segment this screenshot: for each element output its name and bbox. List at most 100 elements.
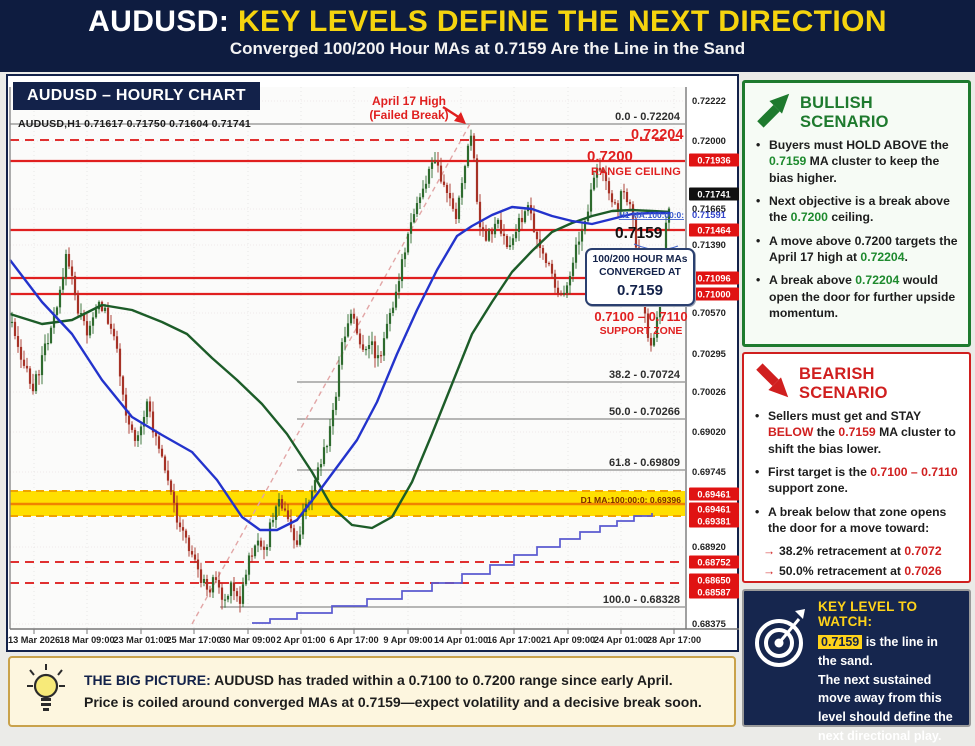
ma-convergence-callout: 100/200 HOUR MAs CONVERGED AT 0.7159 [585, 248, 695, 306]
h1-ma-label: H1 MA:100:00:0: [619, 210, 684, 220]
chart-title-badge: AUDUSD – HOURLY CHART [13, 82, 260, 110]
callout-value: 0.7159 [617, 281, 663, 299]
ma-value-label: 0.71591 [692, 209, 726, 220]
bearish-scenario-box: BEARISH SCENARIO Sellers must get and ST… [742, 352, 971, 583]
support-zone-label: SUPPORT ZONE [599, 325, 683, 337]
svg-text:9 Apr 09:00: 9 Apr 09:00 [383, 635, 432, 645]
svg-text:0.68752: 0.68752 [697, 558, 730, 568]
svg-text:25 Mar 17:00: 25 Mar 17:00 [166, 635, 221, 645]
svg-text:0.70295: 0.70295 [692, 348, 726, 359]
key-level-content: KEY LEVEL TO WATCH: 0.7159 is the line i… [818, 599, 960, 743]
svg-text:0.70570: 0.70570 [692, 307, 726, 318]
support-zone-annotation: 0.7100 – 0.7110 SUPPORT ZONE [590, 309, 692, 337]
page-title: AUDUSD: KEY LEVELS DEFINE THE NEXT DIREC… [0, 5, 975, 38]
svg-text:0.71390: 0.71390 [692, 239, 726, 250]
big-picture-bar: THE BIG PICTURE: AUDUSD has traded withi… [8, 656, 736, 727]
key-level-line1: 0.7159 is the line in the sand. [818, 633, 960, 671]
key-level-title: KEY LEVEL TO WATCH: [818, 599, 918, 629]
key-level-value: 0.7159 [818, 635, 863, 649]
d1-ma-label: D1 MA:100:00:0: 0.69396 [581, 495, 682, 505]
page-subtitle: Converged 100/200 Hour MAs at 0.7159 Are… [229, 39, 746, 58]
callout-line1: 100/200 HOUR MAs [592, 254, 688, 265]
svg-text:0.71665: 0.71665 [692, 203, 726, 214]
big-picture-label: THE BIG PICTURE: [84, 671, 211, 688]
svg-text:0.69461: 0.69461 [697, 505, 730, 515]
scenario-bullet: A break below that zone opens the door f… [753, 504, 960, 537]
svg-text:0.68650: 0.68650 [697, 576, 730, 586]
support-zone-levels: 0.7100 – 0.7110 [594, 309, 688, 324]
svg-text:0.71741: 0.71741 [697, 190, 730, 200]
svg-text:0.71936: 0.71936 [697, 156, 730, 166]
chart-panel: D1 MA:100:00:0: 0.69396 0.0 - 0.72204 38.2… [6, 74, 739, 652]
key-level-lines [10, 139, 685, 584]
svg-text:0.69381: 0.69381 [697, 517, 730, 527]
bullish-arrow-icon [754, 92, 792, 133]
big-picture-text: THE BIG PICTURE: AUDUSD has traded withi… [84, 670, 702, 713]
svg-text:0.71464: 0.71464 [697, 226, 731, 236]
big-picture-line2: Price is coiled around converged MAs at … [84, 693, 702, 710]
svg-text:0.69461: 0.69461 [697, 490, 730, 500]
d1-ma-staircase [252, 513, 653, 624]
scenario-bullet: Next objective is a break above the 0.72… [754, 193, 959, 226]
svg-text:23 Mar 01:00: 23 Mar 01:00 [113, 635, 168, 645]
ohlc-quote: AUDUSD,H1 0.71617 0.71750 0.71604 0.7174… [18, 118, 251, 130]
key-level-line2: The next sustained move away from this l… [818, 672, 953, 743]
level-label-7200: 0.7200 [587, 148, 633, 165]
svg-text:0.71096: 0.71096 [697, 274, 730, 284]
scenario-bullet: A move above 0.7200 targets the April 17… [754, 233, 959, 266]
big-picture-line1: AUDUSD has traded within a 0.7100 to 0.7… [214, 671, 673, 688]
svg-text:0.69020: 0.69020 [692, 426, 726, 437]
header-banner: AUDUSD: KEY LEVELS DEFINE THE NEXT DIREC… [0, 0, 975, 72]
range-ceiling-label: RANGE CEILING [591, 166, 681, 178]
april17-annotation: April 17 High (Failed Break) [324, 94, 494, 123]
level-label-7159: 0.7159 [615, 225, 663, 242]
svg-text:2 Apr 01:00: 2 Apr 01:00 [276, 635, 325, 645]
svg-text:0.72000: 0.72000 [692, 135, 726, 146]
bullish-title: BULLISH SCENARIO [800, 93, 889, 131]
svg-text:21 Apr 09:00: 21 Apr 09:00 [541, 635, 595, 645]
title-main: KEY LEVELS DEFINE THE NEXT DIRECTION [229, 5, 887, 38]
scenario-bullet: Buyers must HOLD ABOVE the 0.7159 MA clu… [754, 137, 959, 186]
fib-retracement-lines: 0.0 - 0.72204 38.2 - 0.70724 50.0 - 0.7026… [10, 111, 685, 608]
svg-text:100.0 - 0.68328: 100.0 - 0.68328 [603, 594, 680, 606]
svg-text:61.8 - 0.69809: 61.8 - 0.69809 [609, 457, 680, 469]
candlesticks [10, 129, 671, 613]
key-level-line1-rest: is the line in the sand. [818, 635, 938, 668]
april17-line1: April 17 High [371, 94, 446, 108]
bullish-scenario-box: BULLISH SCENARIO Buyers must HOLD ABOVE … [742, 80, 971, 347]
svg-text:16 Apr 17:00: 16 Apr 17:00 [487, 635, 541, 645]
svg-text:50.0 - 0.70266: 50.0 - 0.70266 [609, 406, 680, 418]
svg-text:0.68375: 0.68375 [692, 618, 726, 629]
scenario-sub-bullet: → 50.0% retracement at 0.7026 [763, 563, 942, 578]
title-symbol: AUDUSD: [88, 5, 230, 38]
bullish-header: BULLISH SCENARIO [754, 92, 959, 133]
price-chart: D1 MA:100:00:0: 0.69396 0.0 - 0.72204 38.2… [8, 76, 741, 654]
bullish-bullet-list: Buyers must HOLD ABOVE the 0.7159 MA clu… [754, 137, 959, 321]
scenario-bullet: A break above 0.72204 would open the doo… [754, 272, 959, 321]
level-label-72204: 0.72204 [631, 127, 684, 143]
april17-line2: (Failed Break) [369, 108, 449, 123]
svg-text:13 Mar 2026: 13 Mar 2026 [8, 635, 60, 645]
ma-100-line [9, 205, 670, 532]
scenario-bullet: First target is the 0.7100 – 0.7110 supp… [753, 464, 960, 497]
current-price-badge [689, 187, 739, 201]
bearish-arrow-icon [753, 363, 791, 404]
svg-text:0.69745: 0.69745 [692, 466, 726, 477]
svg-text:0.68587: 0.68587 [697, 588, 730, 598]
scenario-sub-bullet: → 38.2% retracement at 0.7072 [763, 544, 942, 559]
scenario-bullet: Sellers must get and STAY BELOW the 0.71… [753, 408, 960, 457]
svg-text:0.0 - 0.72204: 0.0 - 0.72204 [615, 111, 681, 123]
svg-text:6 Apr 17:00: 6 Apr 17:00 [329, 635, 378, 645]
svg-text:0.71000: 0.71000 [697, 290, 730, 300]
plot-border [9, 87, 739, 630]
bearish-header: BEARISH SCENARIO [753, 363, 960, 404]
svg-text:14 Apr 01:00: 14 Apr 01:00 [434, 635, 488, 645]
price-axis: 0.72222 0.72000 0.71665 0.71390 0.70570 0.702… [619, 95, 739, 629]
svg-text:18 Mar 09:00: 18 Mar 09:00 [59, 635, 114, 645]
callout-line2: CONVERGED AT [599, 266, 681, 278]
svg-text:24 Apr 01:00: 24 Apr 01:00 [594, 635, 648, 645]
lightbulb-icon [24, 662, 68, 721]
april17-arrow [442, 105, 466, 124]
svg-text:0.72222: 0.72222 [692, 95, 726, 106]
d1-ma-yellow-band: D1 MA:100:00:0: 0.69396 [10, 490, 685, 517]
